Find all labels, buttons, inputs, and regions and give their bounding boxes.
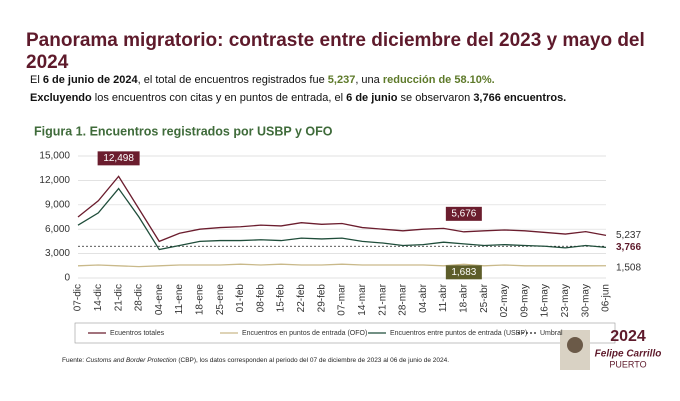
end-label: 3,766 [616, 242, 641, 253]
legend-label: Encuentros entre puntos de entrada (USBP… [390, 330, 527, 337]
paragraph: Excluyendo los encuentros con citas y en… [30, 92, 566, 104]
x-tick-label: 04-abr [418, 283, 429, 313]
x-tick-label: 02-may [499, 284, 510, 317]
x-tick-label: 25-ene [215, 284, 226, 316]
series-line [77, 263, 607, 268]
text-span: El [30, 74, 43, 86]
text-span: 3,766 encuentros. [473, 92, 567, 104]
y-tick-label: 9,000 [45, 199, 70, 210]
x-tick-label: 28-dic [134, 284, 145, 311]
text-span: , el total de encuentros registrados fue [137, 74, 328, 86]
x-tick-label: 14-dic [93, 284, 104, 311]
text-span: 5,237 [327, 74, 356, 86]
x-tick-label: 23-may [560, 284, 571, 317]
x-tick-label: 22-feb [296, 284, 307, 313]
annotation-box [97, 151, 140, 166]
paragraph: El 6 de junio de 2024, el total de encue… [30, 74, 495, 86]
y-tick-label: 0 [64, 273, 70, 284]
text-span: reducción de 58.10%. [382, 74, 495, 86]
text-span: , una [355, 74, 383, 86]
annotation-box [445, 206, 482, 221]
x-tick-label: 29-feb [316, 284, 327, 313]
logo-city: PUERTO [609, 359, 646, 369]
legend-label: Umbral [540, 330, 563, 337]
x-tick-label: 15-feb [276, 284, 287, 313]
annotation: 5,676 [451, 208, 476, 219]
legend-label: Encuentros en puntos de entrada (OFO) [242, 330, 367, 337]
x-tick-label: 11-abr [438, 283, 449, 312]
annotation: 1,683 [451, 267, 476, 278]
legend-box [74, 322, 616, 344]
x-tick-label: 08-feb [255, 284, 266, 313]
x-tick-label: 07-dic [73, 284, 84, 311]
y-tick-label: 12,000 [39, 175, 70, 186]
x-tick-label: 21-mar [377, 283, 388, 315]
text-span: (CBP), los datos corresponden al periodo… [176, 357, 450, 364]
x-tick-label: 14-mar [357, 283, 368, 315]
text-span: Fuente: [62, 357, 86, 364]
x-tick-label: 30-may [580, 284, 591, 317]
legend-label: Ecuentros totales [110, 330, 165, 337]
annotation-box [445, 265, 482, 280]
x-tick-label: 21-dic [113, 284, 124, 311]
text-span: Excluyendo [30, 92, 92, 104]
text-span: Customs and Border Protection [85, 357, 177, 364]
chart-title: Figura 1. Encuentros registrados por USB… [34, 124, 333, 138]
series-line [77, 187, 607, 251]
end-label: 1,508 [616, 262, 641, 273]
logo-year: 2024 [610, 328, 646, 345]
x-tick-label: 25-abr [479, 283, 490, 313]
logo-name: Felipe Carrillo [595, 349, 662, 360]
x-tick-label: 09-may [519, 284, 530, 317]
text-span: 6 de junio [346, 92, 398, 104]
series-line [77, 175, 607, 243]
text-span: 6 de junio de 2024 [42, 74, 138, 86]
portrait-head [567, 337, 583, 353]
end-label: 5,237 [616, 230, 641, 241]
logo: 2024 Felipe Carrillo PUERTO [560, 328, 661, 370]
x-tick-label: 18-ene [194, 284, 205, 316]
x-tick-label: 28-mar [398, 283, 409, 315]
x-tick-label: 01-feb [235, 284, 246, 313]
annotation: 12,498 [103, 153, 134, 164]
x-tick-label: 07-mar [337, 283, 348, 315]
page-title: Panorama migratorio: contraste entre dic… [26, 30, 645, 73]
x-tick-label: 18-abr [458, 283, 469, 313]
x-tick-label: 06-jun [601, 284, 612, 312]
x-tick-label: 04-ene [154, 284, 165, 316]
y-tick-label: 15,000 [39, 151, 70, 162]
text-span: se observaron [397, 92, 474, 104]
y-tick-label: 6,000 [45, 224, 70, 235]
text-span: los encuentros con citas y en puntos de … [91, 92, 347, 104]
footnote: Fuente: Customs and Border Protection (C… [62, 357, 449, 364]
x-tick-label: 16-may [540, 284, 551, 317]
x-tick-label: 11-ene [174, 284, 185, 315]
y-tick-label: 3,000 [45, 248, 70, 259]
